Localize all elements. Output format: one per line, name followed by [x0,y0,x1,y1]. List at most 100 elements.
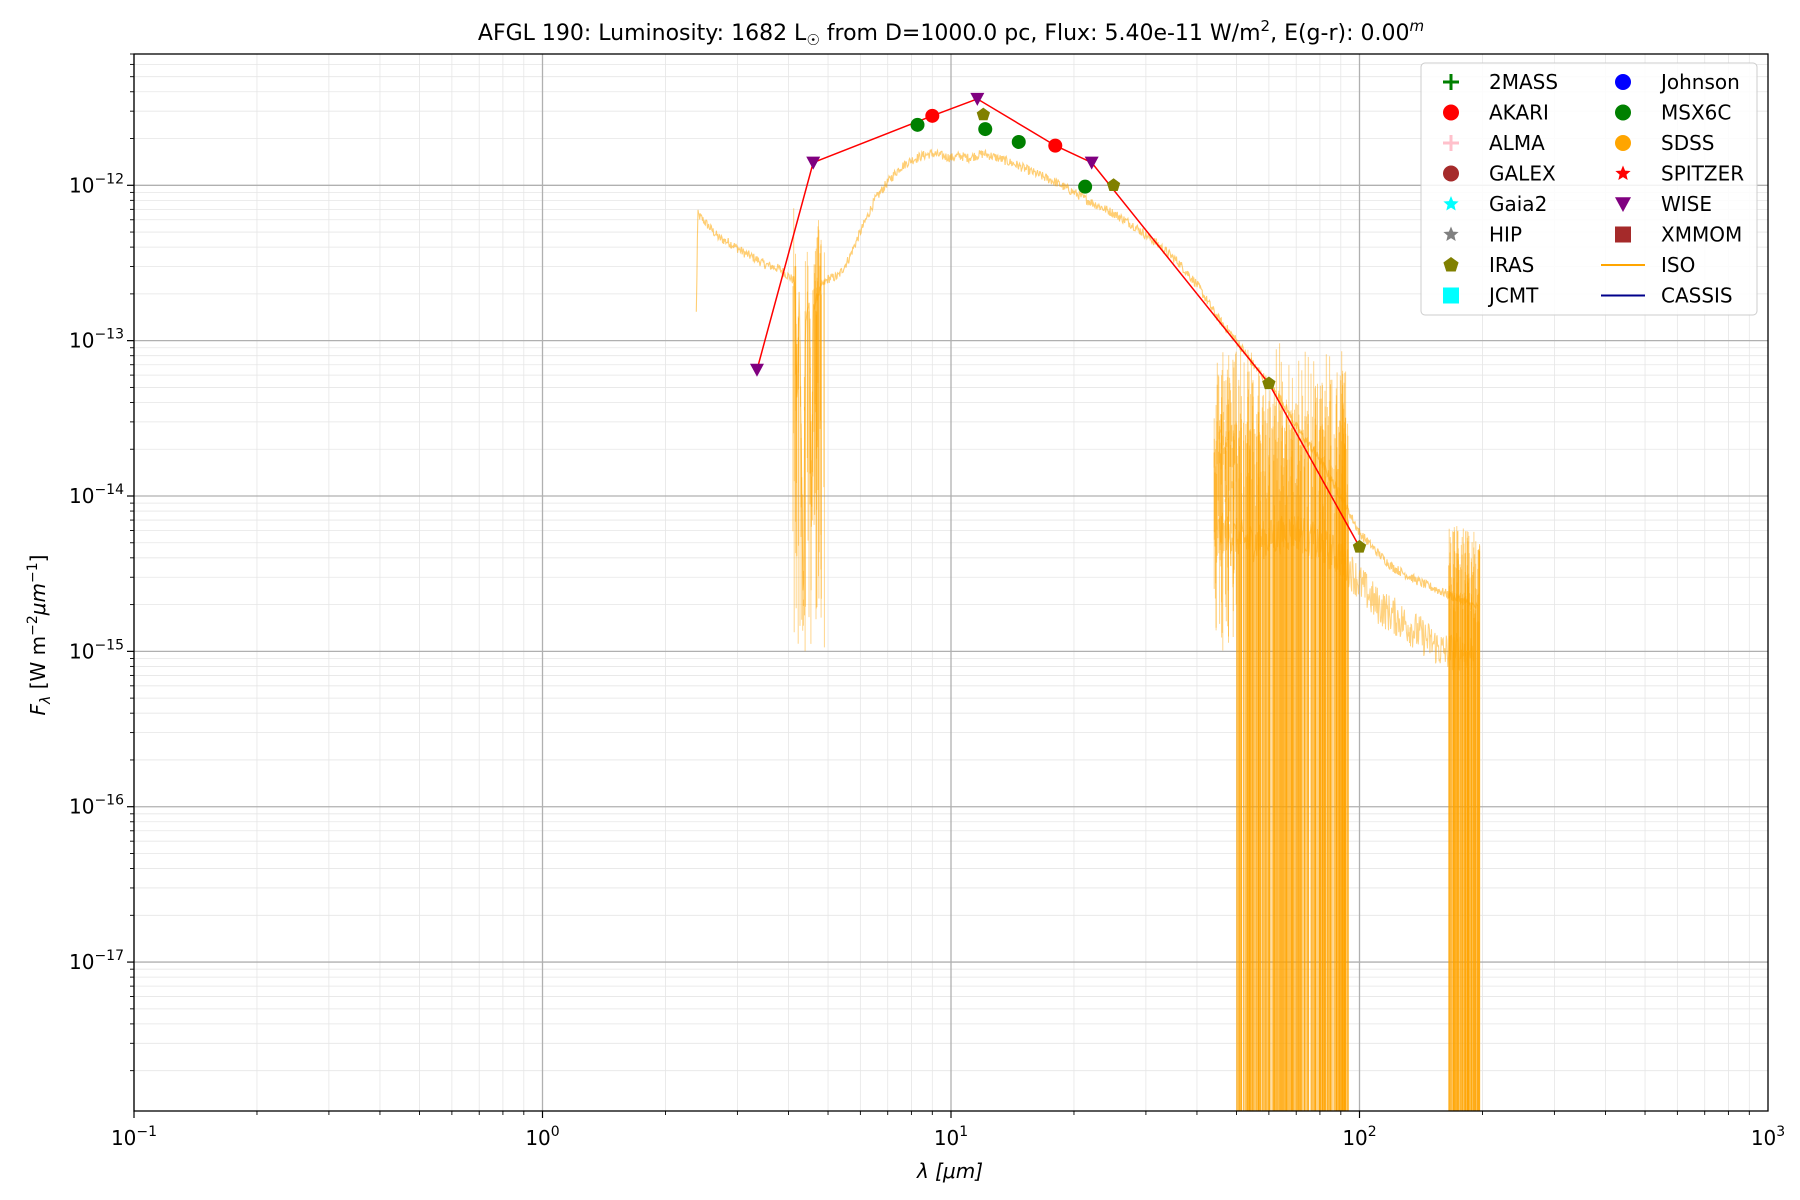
title-from: from D=1000.0 pc, Flux: 5.40e-11 W/m [820,21,1261,46]
y-tick-label: 10−14 [69,482,124,508]
legend-marker-hip [1443,226,1459,241]
legend-marker-akari [1443,104,1459,121]
legend-box [1420,62,1758,316]
legend-entry: IRAS [1443,253,1534,277]
y-axis-exp1: −2 [25,615,41,636]
data-point-msx6c [978,122,993,137]
data-point-iras [1352,539,1367,553]
legend-entry: MSX6C [1615,101,1731,125]
legend: 2MASS AKARI ALMA GALEX Gaia2 HIP IRAS JCMT Johns… [1420,62,1758,316]
legend-label: HIP [1489,223,1522,247]
legend-label: AKARI [1489,101,1549,125]
y-axis-um: μm [26,583,50,616]
legend-entry: XMMOM [1615,223,1742,247]
legend-label: MSX6C [1661,101,1731,125]
legend-entry: ISO [1601,253,1695,277]
legend-entry: Johnson [1615,70,1740,94]
legend-marker-xmmom [1615,226,1631,243]
data-point-iras [1262,376,1276,390]
major-grid [133,54,1768,1111]
legend-entry: SDSS [1615,131,1715,155]
legend-entry: CASSIS [1601,284,1733,308]
x-tick-labels: 10−1 100 101 102 103 [111,1124,1785,1150]
legend-label: ISO [1661,253,1695,277]
legend-label: ALMA [1489,131,1545,155]
title-main: AFGL 190: Luminosity: 1682 L [478,21,807,46]
data-point-wise [749,363,764,377]
y-axis-unit-a: [W m [26,636,50,696]
x-tick-label: 10−1 [111,1124,157,1150]
legend-label: Gaia2 [1489,192,1547,216]
data-point-wise [806,156,821,170]
legend-label: JCMT [1487,284,1539,308]
data-point-msx6c [910,117,925,132]
legend-label: SPITZER [1661,162,1744,186]
x-axis-label: λ [μm] [916,1159,983,1183]
legend-entry: ALMA [1443,131,1545,155]
photometry-points [749,92,1367,553]
y-tick-labels: 10−17 10−16 10−15 10−14 10−13 10−12 [69,171,124,974]
legend-marker-iras [1443,257,1459,272]
data-point-akari [925,108,940,123]
y-axis-label: Fλ [W m−2μm−1] [25,555,54,716]
title-extinction: , E(g-r): 0.00 [1270,21,1409,46]
legend-entry: SPITZER [1615,162,1744,186]
x-tick-label: 100 [525,1124,559,1150]
data-point-msx6c [1011,134,1026,149]
data-point-wise [1084,156,1099,170]
legend-entry: GALEX [1443,162,1556,186]
x-tick-label: 101 [934,1124,968,1150]
axis-ticks [127,53,1750,1118]
y-axis-f: F [26,703,50,715]
legend-entry: Gaia2 [1443,192,1547,216]
x-tick-label: 102 [1342,1124,1376,1150]
legend-marker-wise [1615,197,1631,212]
legend-label: IRAS [1489,253,1534,277]
iso-spectrum [695,148,1481,1111]
legend-label: WISE [1661,192,1712,216]
legend-label: XMMOM [1661,223,1742,247]
x-axis-unit: [μm] [929,1159,983,1183]
legend-marker-spitzer [1615,165,1631,180]
legend-marker-galex [1443,165,1459,182]
iso-lower-branch [1217,512,1474,672]
data-point-iras [976,107,990,121]
legend-label: Johnson [1659,70,1740,94]
legend-marker-sdss [1615,135,1631,151]
legend-marker-jcmt [1443,287,1459,304]
legend-label: GALEX [1489,162,1556,186]
title-sun-symbol: ☉ [806,31,819,49]
sed-connecting-line [756,98,1361,548]
legend-marker-alma [1443,135,1459,151]
chart-title: AFGL 190: Luminosity: 1682 L☉ from D=100… [478,17,1424,49]
legend-label: SDSS [1661,131,1715,155]
legend-entry: AKARI [1443,101,1549,125]
data-point-msx6c [1078,179,1093,194]
data-point-akari [1048,138,1063,153]
legend-entry: 2MASS [1443,70,1558,94]
y-tick-label: 10−17 [69,948,124,974]
title-extinction-exponent: m [1409,17,1424,35]
legend-label: 2MASS [1489,70,1558,94]
legend-entry: HIP [1443,223,1522,247]
legend-marker-gaia2 [1443,196,1459,211]
legend-marker-msx6c [1615,104,1631,121]
legend-marker-2mass [1443,74,1459,90]
y-tick-label: 10−16 [69,793,124,819]
title-flux-exponent: 2 [1261,17,1271,35]
y-tick-label: 10−13 [69,327,124,353]
iso-spectrum-line [695,148,1479,611]
y-axis-close: ] [26,555,50,563]
legend-marker-johnson [1615,74,1631,90]
y-tick-label: 10−15 [69,637,124,663]
data-point-wise [970,92,985,106]
sed-line [756,98,1361,548]
x-tick-label: 103 [1751,1124,1785,1150]
y-axis-lambda-sub: λ [38,696,54,705]
x-axis-lambda: λ [916,1159,929,1183]
y-axis-exp2: −1 [25,562,41,583]
y-tick-label: 10−12 [69,171,124,197]
legend-entry: JCMT [1443,284,1539,308]
data-point-iras [1106,178,1121,191]
